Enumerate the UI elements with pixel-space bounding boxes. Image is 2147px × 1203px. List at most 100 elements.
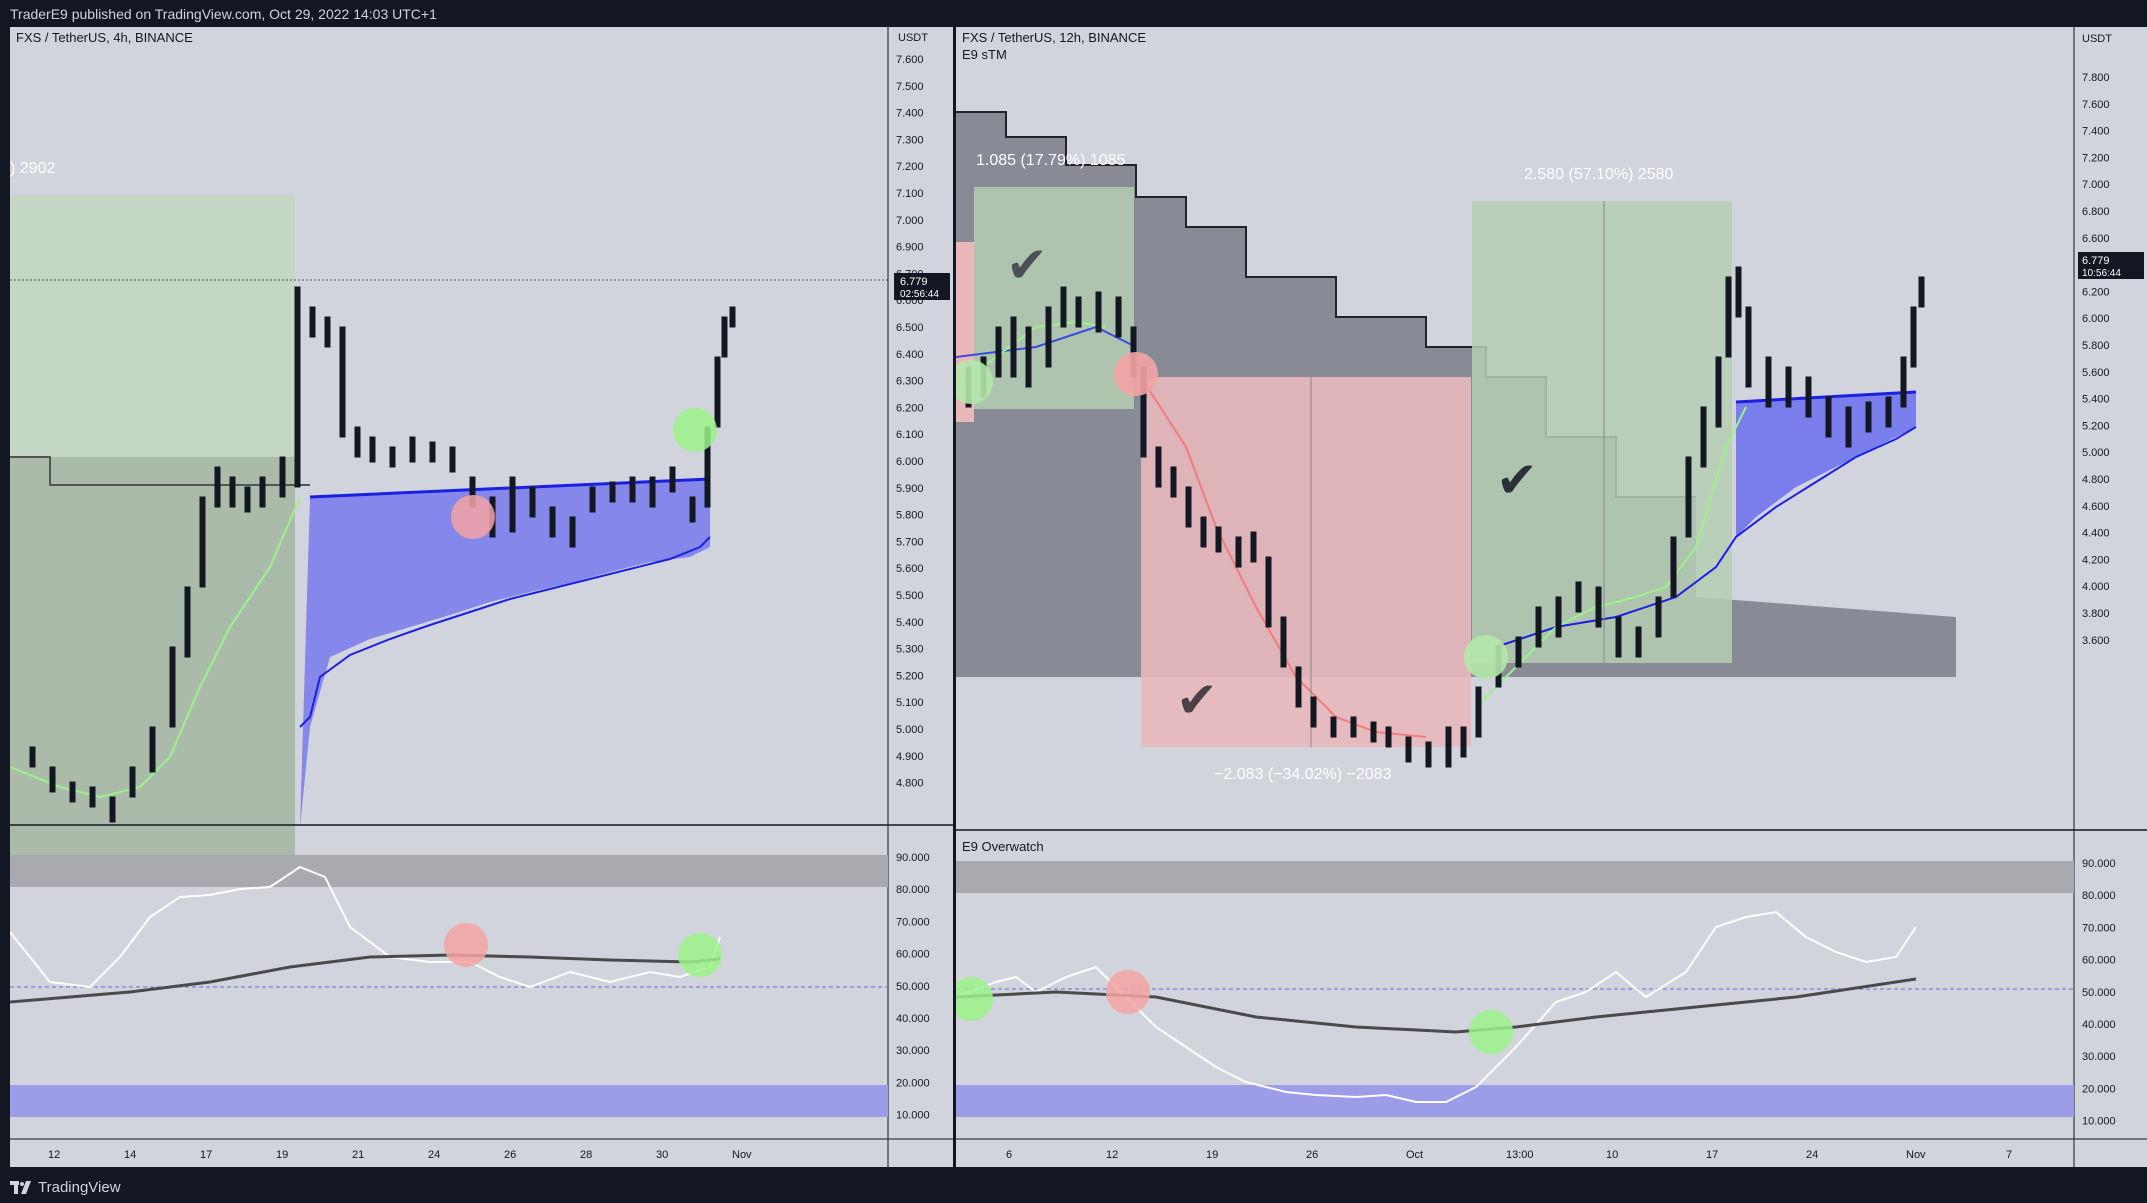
right-time-tick: 7: [2006, 1149, 2012, 1161]
right-osc-buy-marker-1: [949, 977, 993, 1021]
left-time-tick: 26: [504, 1149, 516, 1161]
right-osc-tick: 60.000: [2082, 955, 2116, 967]
right-osc-tick: 10.000: [2082, 1116, 2116, 1128]
right-price-tick: 6.000: [2082, 313, 2110, 325]
right-countdown: 10:56:44: [2082, 268, 2121, 279]
left-price-tick: 6.500: [896, 322, 924, 334]
right-time-tick: 19: [1206, 1149, 1218, 1161]
right-chart-panel[interactable]: ✔ ✔ ✔ 6 12 19 26 Oct 13:00 10 17 24 Nov 7 FXS / Te…: [949, 27, 2075, 1167]
right-osc-tick: 80.000: [2082, 890, 2116, 902]
left-time-tick: 14: [124, 1149, 136, 1161]
left-osc-buy-marker: [678, 933, 722, 977]
left-price-tick: 5.300: [896, 644, 924, 656]
left-price-tick: 6.900: [896, 242, 924, 254]
left-osc-tick: 80.000: [896, 884, 930, 896]
left-time-axis[interactable]: 12 14 17 19 21 24 26 28 30 Nov: [48, 1149, 752, 1161]
left-price-tick: 6.200: [896, 402, 924, 414]
left-osc-tick: 70.000: [896, 916, 930, 928]
right-price-tick: 5.800: [2082, 340, 2110, 352]
right-price-tick: 3.600: [2082, 635, 2110, 647]
right-candles: [965, 266, 1925, 768]
left-price-tick: 7.200: [896, 161, 924, 173]
left-blue-cloud: [300, 479, 710, 827]
right-price-tick: 7.800: [2082, 72, 2110, 84]
left-blue-lower-line: [299, 536, 711, 728]
left-osc-sell-marker: [444, 923, 488, 967]
right-price-tick: 3.800: [2082, 608, 2110, 620]
left-chart-panel[interactable]: 7.600 7.500 7.400 7.300 7.200 7.100 7.000 6.900…: [9, 27, 953, 1167]
right-osc-tick: 90.000: [2082, 858, 2116, 870]
right-check-1: ✔: [1006, 237, 1048, 293]
right-last-price: 6.779: [2082, 255, 2110, 267]
left-osc-overbought-band: [10, 855, 888, 887]
left-sell-marker: [451, 495, 495, 539]
right-osc-slow-line: [955, 977, 1917, 1034]
right-time-tick: 24: [1806, 1149, 1818, 1161]
left-price-tick: 4.800: [896, 778, 924, 790]
right-time-tick: Nov: [1906, 1149, 1926, 1161]
left-osc-tick: 20.000: [896, 1077, 930, 1089]
left-price-tick: 5.900: [896, 483, 924, 495]
left-last-price: 6.779: [900, 276, 928, 288]
right-time-axis[interactable]: 6 12 19 26 Oct 13:00 10 17 24 Nov 7: [1006, 1149, 2012, 1161]
right-chart-svg[interactable]: ✔ ✔ ✔ 6 12 19 26 Oct 13:00 10 17 24 Nov 7 FXS / Te…: [949, 27, 2075, 1167]
tradingview-logo-icon: [10, 1180, 31, 1194]
left-time-tick: 12: [48, 1149, 60, 1161]
right-price-tick: 4.400: [2082, 528, 2110, 540]
right-check-3: ✔: [1496, 452, 1538, 508]
left-osc-axis: 90.000 80.000 70.000 60.000 50.000 40.000 30.0…: [896, 852, 930, 1122]
right-price-axis-svg: USDT 7.800 7.600 7.400 7.200 7.000 6.800 6.600…: [2073, 27, 2147, 1167]
right-price-tick: 5.200: [2082, 420, 2110, 432]
left-time-tick: Nov: [732, 1149, 752, 1161]
panel-divider[interactable]: [953, 27, 956, 1167]
left-price-tick: 5.000: [896, 724, 924, 736]
right-price-tick: 6.200: [2082, 286, 2110, 298]
right-range-down-label: −2.083 (−34.02%) −2083: [1214, 766, 1392, 783]
right-range-up2-label: 2.580 (57.10%) 2580: [1524, 166, 1674, 183]
right-symbol-label[interactable]: FXS / TetherUS, 12h, BINANCE: [962, 30, 1146, 45]
left-price-tick: 7.100: [896, 188, 924, 200]
left-price-tick: 7.500: [896, 81, 924, 93]
left-price-tick: 6.300: [896, 376, 924, 388]
right-price-tick: 4.600: [2082, 501, 2110, 513]
left-time-tick: 24: [428, 1149, 440, 1161]
left-price-axis[interactable]: 7.600 7.500 7.400 7.300 7.200 7.100 7.000 6.900…: [896, 54, 924, 790]
left-osc-tick: 40.000: [896, 1013, 930, 1025]
left-price-tick: 5.600: [896, 563, 924, 575]
left-chart-svg[interactable]: 7.600 7.500 7.400 7.300 7.200 7.100 7.000 6.900…: [9, 27, 953, 1167]
right-price-tick: 4.200: [2082, 554, 2110, 566]
right-time-tick: 26: [1306, 1149, 1318, 1161]
left-osc-tick: 60.000: [896, 949, 930, 961]
left-countdown: 02:56:44: [900, 289, 939, 300]
right-time-tick: 17: [1706, 1149, 1718, 1161]
right-price-tick: 7.000: [2082, 179, 2110, 191]
right-price-tick: 6.600: [2082, 233, 2110, 245]
right-buy-marker-2: [1464, 635, 1508, 679]
right-time-tick: 6: [1006, 1149, 1012, 1161]
attribution-bar: TraderE9 published on TradingView.com, O…: [0, 0, 2147, 27]
left-osc-tick: 30.000: [896, 1045, 930, 1057]
left-osc-oversold-band: [10, 1085, 888, 1117]
right-last-price-badge: [2078, 252, 2144, 279]
left-price-tick: 5.500: [896, 590, 924, 602]
right-osc-label[interactable]: E9 Overwatch: [962, 839, 1044, 854]
right-time-tick: 13:00: [1506, 1149, 1534, 1161]
right-check-2: ✔: [1176, 672, 1218, 728]
right-red-trail: [1140, 376, 1427, 738]
left-time-tick: 28: [580, 1149, 592, 1161]
left-time-tick: 17: [200, 1149, 212, 1161]
right-osc-tick: 50.000: [2082, 987, 2116, 999]
footer-bar: TradingView: [0, 1172, 2147, 1203]
left-price-tick: 5.200: [896, 670, 924, 682]
tradingview-logo[interactable]: TradingView: [10, 1179, 121, 1196]
right-osc-tick: 20.000: [2082, 1083, 2116, 1095]
right-osc-tick-labels: 90.000 80.000 70.000 60.000 50.000 40.000 30.0…: [2082, 858, 2116, 1128]
right-time-tick: 12: [1106, 1149, 1118, 1161]
left-price-tick: 5.800: [896, 510, 924, 522]
right-osc-tick: 70.000: [2082, 922, 2116, 934]
left-symbol-label[interactable]: FXS / TetherUS, 4h, BINANCE: [16, 30, 193, 45]
right-price-axis-column[interactable]: USDT 7.800 7.600 7.400 7.200 7.000 6.800 6.600…: [2073, 27, 2147, 1167]
left-price-tick: 6.100: [896, 429, 924, 441]
right-indicator-label[interactable]: E9 sTM: [962, 47, 1007, 62]
right-price-tick: 4.000: [2082, 581, 2110, 593]
